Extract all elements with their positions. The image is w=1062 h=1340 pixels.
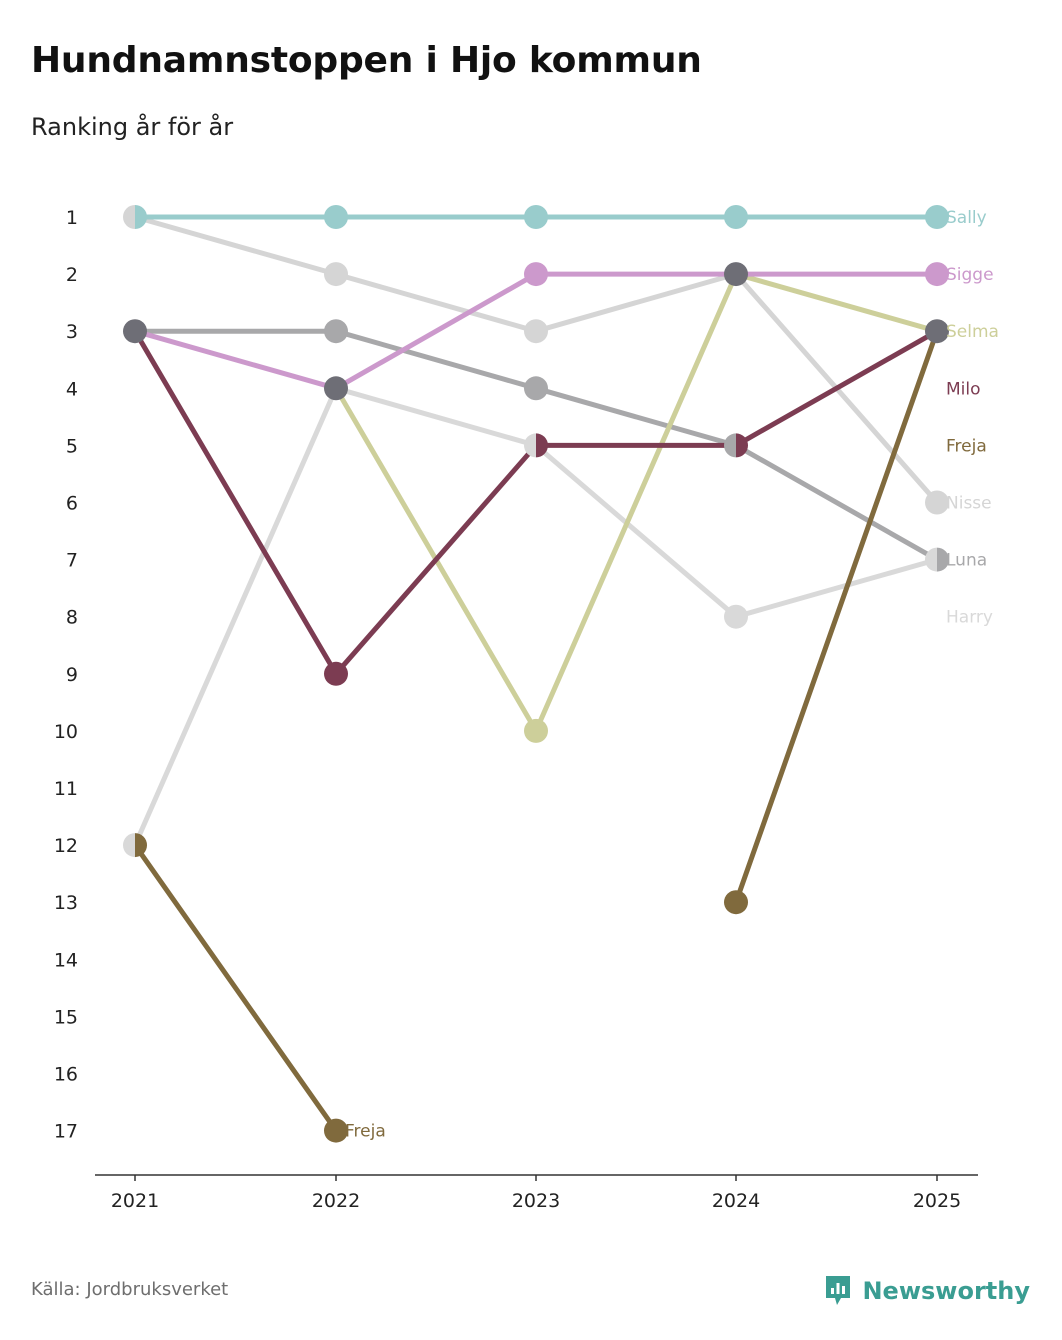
point-nisse xyxy=(524,319,548,344)
series-line-milo xyxy=(733,328,940,448)
point-milo xyxy=(736,433,748,458)
point-selma xyxy=(524,718,548,743)
point-sigge xyxy=(524,262,548,287)
point-sally xyxy=(524,205,548,229)
series-line-milo xyxy=(333,442,539,677)
point-harry xyxy=(123,833,135,858)
y-tick-label: 2 xyxy=(66,264,78,286)
series-line-freja xyxy=(132,842,339,1134)
series-line-harry xyxy=(733,557,940,620)
source-note: Källa: Jordbruksverket xyxy=(31,1279,229,1300)
series-line-sigge xyxy=(132,328,339,391)
series-line-nisse xyxy=(533,271,739,334)
y-tick-label: 1 xyxy=(66,207,78,229)
y-tick-label: 5 xyxy=(66,435,78,457)
x-tick-label: 2025 xyxy=(913,1190,961,1212)
series-labels: Sally Sigge Selma Milo Freja Nisse Luna Harry Fr… xyxy=(345,208,999,1142)
series-line-harry xyxy=(533,442,739,620)
y-tick-label: 10 xyxy=(54,721,78,743)
point-sally xyxy=(724,205,748,229)
point-harry xyxy=(925,547,937,572)
series-line-luna xyxy=(733,442,940,563)
point-luna xyxy=(724,433,736,458)
series-line-harry xyxy=(132,385,339,848)
x-tick-label: 2022 xyxy=(312,1190,360,1212)
y-tick-label: 13 xyxy=(54,892,78,914)
y-tick-label: 7 xyxy=(66,550,78,572)
point-overlap xyxy=(324,376,348,401)
series-line-selma xyxy=(533,271,739,734)
y-tick-label: 8 xyxy=(66,607,78,629)
y-tick-label: 14 xyxy=(54,949,78,971)
series-line-milo xyxy=(132,328,339,677)
point-harry xyxy=(724,604,748,629)
y-tick-label: 11 xyxy=(54,778,78,800)
series-label-freja: Freja xyxy=(946,436,987,456)
series-points xyxy=(123,205,949,1143)
newsworthy-logo-icon xyxy=(826,1276,851,1305)
point-sally xyxy=(925,205,949,229)
series-label-milo: Milo xyxy=(946,379,981,399)
x-tick-label: 2023 xyxy=(512,1190,560,1212)
series-line-nisse xyxy=(333,271,539,334)
point-sally xyxy=(324,205,348,229)
series-label-sally: Sally xyxy=(946,208,987,228)
point-nisse xyxy=(925,490,949,515)
point-nisse xyxy=(324,262,348,287)
y-tick-label: 17 xyxy=(54,1121,78,1143)
y-tick-label: 6 xyxy=(66,493,78,515)
series-line-luna xyxy=(533,385,739,448)
point-luna xyxy=(324,319,348,344)
y-tick-label: 15 xyxy=(54,1006,78,1028)
series-line-luna xyxy=(333,328,539,391)
point-milo xyxy=(324,661,348,686)
point-freja xyxy=(724,890,748,915)
point-overlap xyxy=(925,319,949,344)
point-overlap xyxy=(724,262,748,287)
chart-title: Hundnamnstoppen i Hjo kommun xyxy=(31,40,702,81)
y-tick-label: 3 xyxy=(66,321,78,343)
series-line-sigge xyxy=(333,271,539,391)
y-tick-label: 16 xyxy=(54,1064,78,1086)
chart-subtitle: Ranking år för år xyxy=(31,113,234,141)
point-freja xyxy=(324,1118,348,1143)
x-tick-label: 2024 xyxy=(712,1190,760,1212)
point-milo xyxy=(536,433,548,458)
brand-name: Newsworthy xyxy=(862,1277,1030,1305)
brand-logo: Newsworthy xyxy=(824,1274,1030,1308)
x-tick-label: 2021 xyxy=(111,1190,159,1212)
series-label-selma: Selma xyxy=(946,322,999,342)
series-label-nisse: Nisse xyxy=(946,494,992,514)
series-label-sigge: Sigge xyxy=(946,265,994,285)
series-line-nisse xyxy=(132,214,339,277)
point-luna xyxy=(524,376,548,401)
y-tick-label: 4 xyxy=(66,378,78,400)
point-luna xyxy=(937,547,949,572)
point-sigge xyxy=(925,262,949,287)
series-label-harry: Harry xyxy=(946,608,993,628)
series-line-selma xyxy=(733,271,940,334)
point-overlap xyxy=(123,319,147,344)
point-harry xyxy=(524,433,536,458)
inline-label-freja: Freja xyxy=(345,1122,386,1142)
series-line-freja xyxy=(733,328,940,905)
point-nisse xyxy=(123,205,135,229)
series-lines xyxy=(132,214,940,1134)
point-sally xyxy=(135,205,147,229)
y-tick-label: 12 xyxy=(54,835,78,857)
series-label-luna: Luna xyxy=(946,551,987,571)
y-tick-label: 9 xyxy=(66,664,78,686)
point-freja xyxy=(135,833,147,858)
series-line-harry xyxy=(333,385,539,448)
